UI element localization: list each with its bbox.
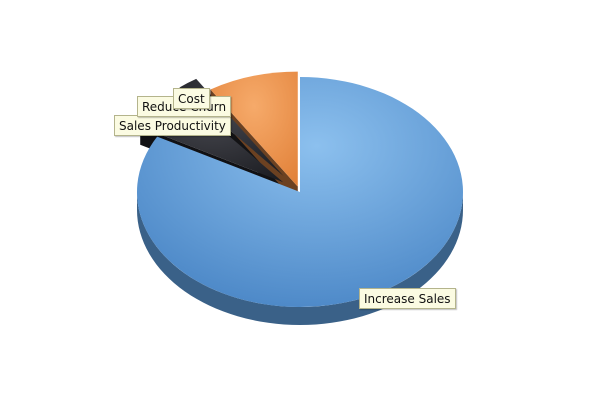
pie-slice-increase-sales bbox=[137, 77, 464, 308]
data-label-sales-productivity: Sales Productivity bbox=[114, 115, 231, 136]
data-label-cost: Cost bbox=[173, 88, 210, 109]
pie-slice-cost bbox=[210, 71, 298, 187]
data-label-increase-sales: Increase Sales bbox=[359, 288, 456, 309]
